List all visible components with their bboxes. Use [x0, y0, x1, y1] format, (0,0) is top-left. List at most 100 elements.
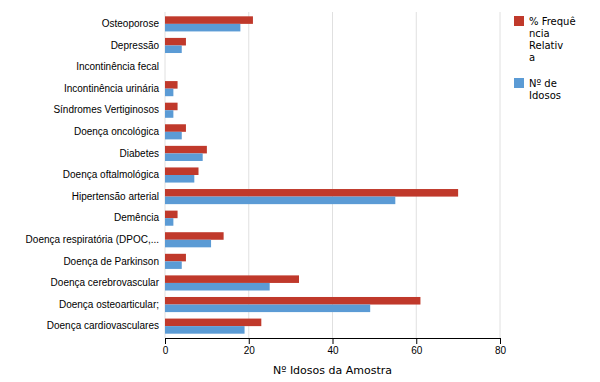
y-tick: Demência [114, 212, 159, 223]
y-tick: Depressão [111, 40, 160, 51]
grid-line [332, 12, 333, 338]
bar [165, 254, 186, 262]
y-tick-label: Doença oncológica [74, 126, 159, 137]
bars [165, 16, 458, 333]
bar [165, 146, 207, 154]
y-tick-label: Depressão [111, 40, 160, 51]
y-tick: Doença oncológica [74, 126, 159, 137]
legend-label-line: ncia [529, 28, 550, 39]
bar [165, 67, 166, 75]
grid-line [416, 12, 417, 338]
y-tick-label: Osteoporose [102, 18, 160, 29]
y-tick-label: Hipertensão arterial [72, 191, 159, 202]
y-tick: Incontinência urinária [64, 83, 159, 94]
x-tick: 80 [495, 338, 507, 356]
y-axis: Osteoporose Depressão Incontinência fecal I… [26, 18, 160, 331]
legend-label: % FrequênciaRelativa [529, 16, 576, 63]
x-tick-label: 60 [411, 345, 423, 356]
bar [165, 16, 253, 24]
x-tick: 0 [163, 338, 169, 356]
y-tick: Doença oftalmológica [63, 169, 160, 180]
x-tick-mark [165, 338, 166, 344]
x-tick-label: 80 [495, 345, 507, 356]
y-tick: Doença cerebrovascular [51, 277, 160, 288]
y-tick: Incontinência fecal [76, 61, 159, 72]
bar [165, 197, 395, 205]
bar [165, 153, 203, 161]
x-tick-label: 0 [163, 345, 169, 356]
bar [165, 132, 182, 140]
y-tick-label: Incontinência urinária [64, 83, 159, 94]
bar [165, 326, 245, 334]
y-tick: Doença cardiovasculares [47, 320, 159, 331]
x-tick-mark [500, 338, 501, 344]
series [165, 16, 458, 326]
y-tick-label: Diabetes [120, 148, 159, 159]
x-tick-label: 20 [244, 345, 256, 356]
legend-label-line: % Frequê [529, 16, 576, 27]
bar [165, 167, 199, 175]
legend-label-line: Nº de [529, 78, 557, 89]
y-tick-label: Doença de Parkinson [63, 256, 159, 267]
x-tick-mark [416, 338, 417, 344]
legend-label-line: Relativ [529, 40, 563, 51]
bar [165, 124, 186, 132]
y-tick-label: Doença respiratória (DPOC,... [26, 234, 159, 245]
y-tick: Síndromes Vertiginosos [53, 104, 159, 115]
bar [165, 305, 370, 313]
bar [165, 240, 211, 248]
legend-swatch [514, 78, 524, 88]
legend-label-line: Idosos [529, 90, 561, 101]
bar [165, 297, 420, 305]
x-axis-title: Nº Idosos da Amostra [273, 364, 392, 377]
bar [165, 81, 178, 89]
legend-label: Nº deIdosos [529, 78, 561, 101]
legend: % FrequênciaRelativa Nº deIdosos [514, 16, 576, 101]
x-tick: 40 [327, 338, 339, 356]
x-tick-mark [333, 338, 334, 344]
x-axis: 0 20 40 60 80 [163, 338, 507, 356]
bar [165, 189, 458, 197]
y-tick: Doença osteoarticular; [59, 299, 159, 310]
y-tick-label: Doença cerebrovascular [51, 277, 160, 288]
bar [165, 275, 299, 283]
y-tick-label: Doença osteoarticular; [59, 299, 159, 310]
series [165, 24, 395, 334]
bar [165, 211, 178, 219]
x-tick: 60 [411, 338, 423, 356]
bar [165, 89, 173, 97]
y-tick: Hipertensão arterial [72, 191, 159, 202]
bar [165, 261, 182, 269]
bar [165, 319, 261, 327]
bar [165, 283, 270, 291]
legend-swatch [514, 16, 524, 26]
legend-item: Nº deIdosos [514, 78, 561, 101]
x-tick-mark [249, 338, 250, 344]
bar [165, 24, 240, 32]
y-tick: Osteoporose [102, 18, 160, 29]
y-tick-label: Incontinência fecal [76, 61, 159, 72]
bar [165, 175, 194, 183]
plot: 0 20 40 60 80 Osteoporose Depressão Incontinênc… [26, 12, 507, 356]
bar [165, 218, 173, 226]
legend-item: % FrequênciaRelativa [514, 16, 576, 63]
y-tick: Diabetes [120, 148, 159, 159]
x-tick: 20 [244, 338, 256, 356]
chart: 0 20 40 60 80 Osteoporose Depressão Incontinênc… [0, 0, 600, 382]
bar [165, 103, 178, 111]
bar [165, 38, 186, 46]
y-tick-label: Doença oftalmológica [63, 169, 160, 180]
y-tick: Doença respiratória (DPOC,... [26, 234, 159, 245]
grid [165, 12, 500, 338]
y-tick-label: Demência [114, 212, 159, 223]
grid-line [500, 12, 501, 338]
y-tick-label: Síndromes Vertiginosos [53, 104, 159, 115]
bar [165, 45, 182, 53]
y-tick-label: Doença cardiovasculares [47, 320, 159, 331]
bar [165, 232, 224, 240]
x-axis-line [166, 339, 501, 345]
legend-label-line: a [529, 52, 535, 63]
y-tick: Doença de Parkinson [63, 256, 159, 267]
bar [165, 59, 166, 67]
bar [165, 110, 173, 118]
